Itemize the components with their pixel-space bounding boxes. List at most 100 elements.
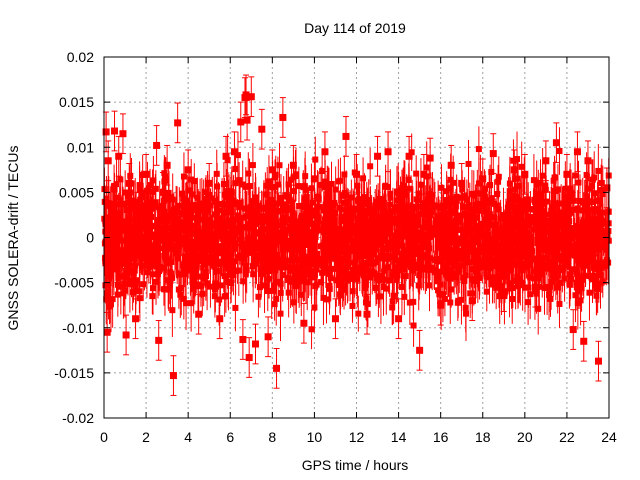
data-point (393, 276, 400, 283)
data-point (441, 295, 448, 302)
data-point (228, 271, 235, 278)
data-point (413, 170, 420, 177)
data-point (291, 221, 298, 228)
data-point (142, 234, 149, 241)
data-point (176, 271, 183, 278)
data-point (588, 236, 595, 243)
data-point (566, 281, 573, 288)
data-point (587, 250, 594, 257)
data-point (242, 205, 249, 212)
data-point (591, 224, 598, 231)
data-point (161, 252, 168, 259)
data-point (275, 208, 282, 215)
data-point (401, 266, 408, 273)
data-point (351, 270, 358, 277)
data-point (539, 223, 546, 230)
data-point (332, 237, 339, 244)
data-point (504, 213, 511, 220)
data-point (478, 226, 485, 233)
data-point (153, 243, 160, 250)
data-point (549, 267, 556, 274)
data-point (403, 219, 410, 226)
data-point (169, 307, 176, 314)
data-point (489, 239, 496, 246)
data-point (481, 256, 488, 263)
data-point (295, 183, 302, 190)
data-point (423, 264, 430, 271)
data-point (360, 175, 367, 182)
data-point (345, 250, 352, 257)
data-point (381, 211, 388, 218)
data-point (141, 202, 148, 209)
data-point (147, 205, 154, 212)
data-point (586, 241, 593, 248)
data-point (336, 204, 343, 211)
data-point (187, 267, 194, 274)
data-point (223, 209, 230, 216)
data-point (391, 246, 398, 253)
data-point (232, 201, 239, 208)
data-point (567, 230, 574, 237)
data-point (554, 186, 561, 193)
data-point (598, 187, 605, 194)
data-point (114, 281, 121, 288)
data-point (142, 246, 149, 253)
data-point (496, 279, 503, 286)
data-point (134, 220, 141, 227)
data-point (500, 211, 507, 218)
data-point (408, 244, 415, 251)
data-point (143, 269, 150, 276)
data-point (516, 275, 523, 282)
data-point (506, 267, 513, 274)
data-point (426, 191, 433, 198)
data-point (404, 223, 411, 230)
data-point (533, 181, 540, 188)
data-point (126, 260, 133, 267)
data-point (376, 273, 383, 280)
data-point (243, 213, 250, 220)
data-point (454, 254, 461, 261)
data-point (160, 211, 167, 218)
data-point (133, 229, 140, 236)
data-point (393, 240, 400, 247)
data-point (548, 278, 555, 285)
data-point (539, 271, 546, 278)
data-point (545, 248, 552, 255)
data-point (169, 232, 176, 239)
data-point (554, 284, 561, 291)
data-point (209, 230, 216, 237)
data-point (450, 179, 457, 186)
data-point (274, 200, 281, 207)
data-point (599, 191, 606, 198)
data-point (505, 209, 512, 216)
data-point (279, 261, 286, 268)
data-point (308, 185, 315, 192)
data-point (580, 207, 587, 214)
data-point (552, 212, 559, 219)
data-point (589, 176, 596, 183)
data-point (546, 287, 553, 294)
data-point (136, 288, 143, 295)
data-point (256, 284, 263, 291)
data-point (323, 238, 330, 245)
data-point (535, 265, 542, 272)
data-point (294, 242, 301, 249)
data-point (227, 203, 234, 210)
data-point (487, 182, 494, 189)
data-point (562, 248, 569, 255)
data-point (326, 282, 333, 289)
data-point (242, 271, 249, 278)
data-point (490, 214, 497, 221)
data-point (334, 256, 341, 263)
data-point (105, 214, 112, 221)
data-point (453, 274, 460, 281)
data-point (541, 285, 548, 292)
data-point (498, 283, 505, 290)
data-point (279, 217, 286, 224)
data-point (460, 226, 467, 233)
data-point (598, 231, 605, 238)
data-point (548, 207, 555, 214)
data-point (168, 270, 175, 277)
data-point (216, 207, 223, 214)
